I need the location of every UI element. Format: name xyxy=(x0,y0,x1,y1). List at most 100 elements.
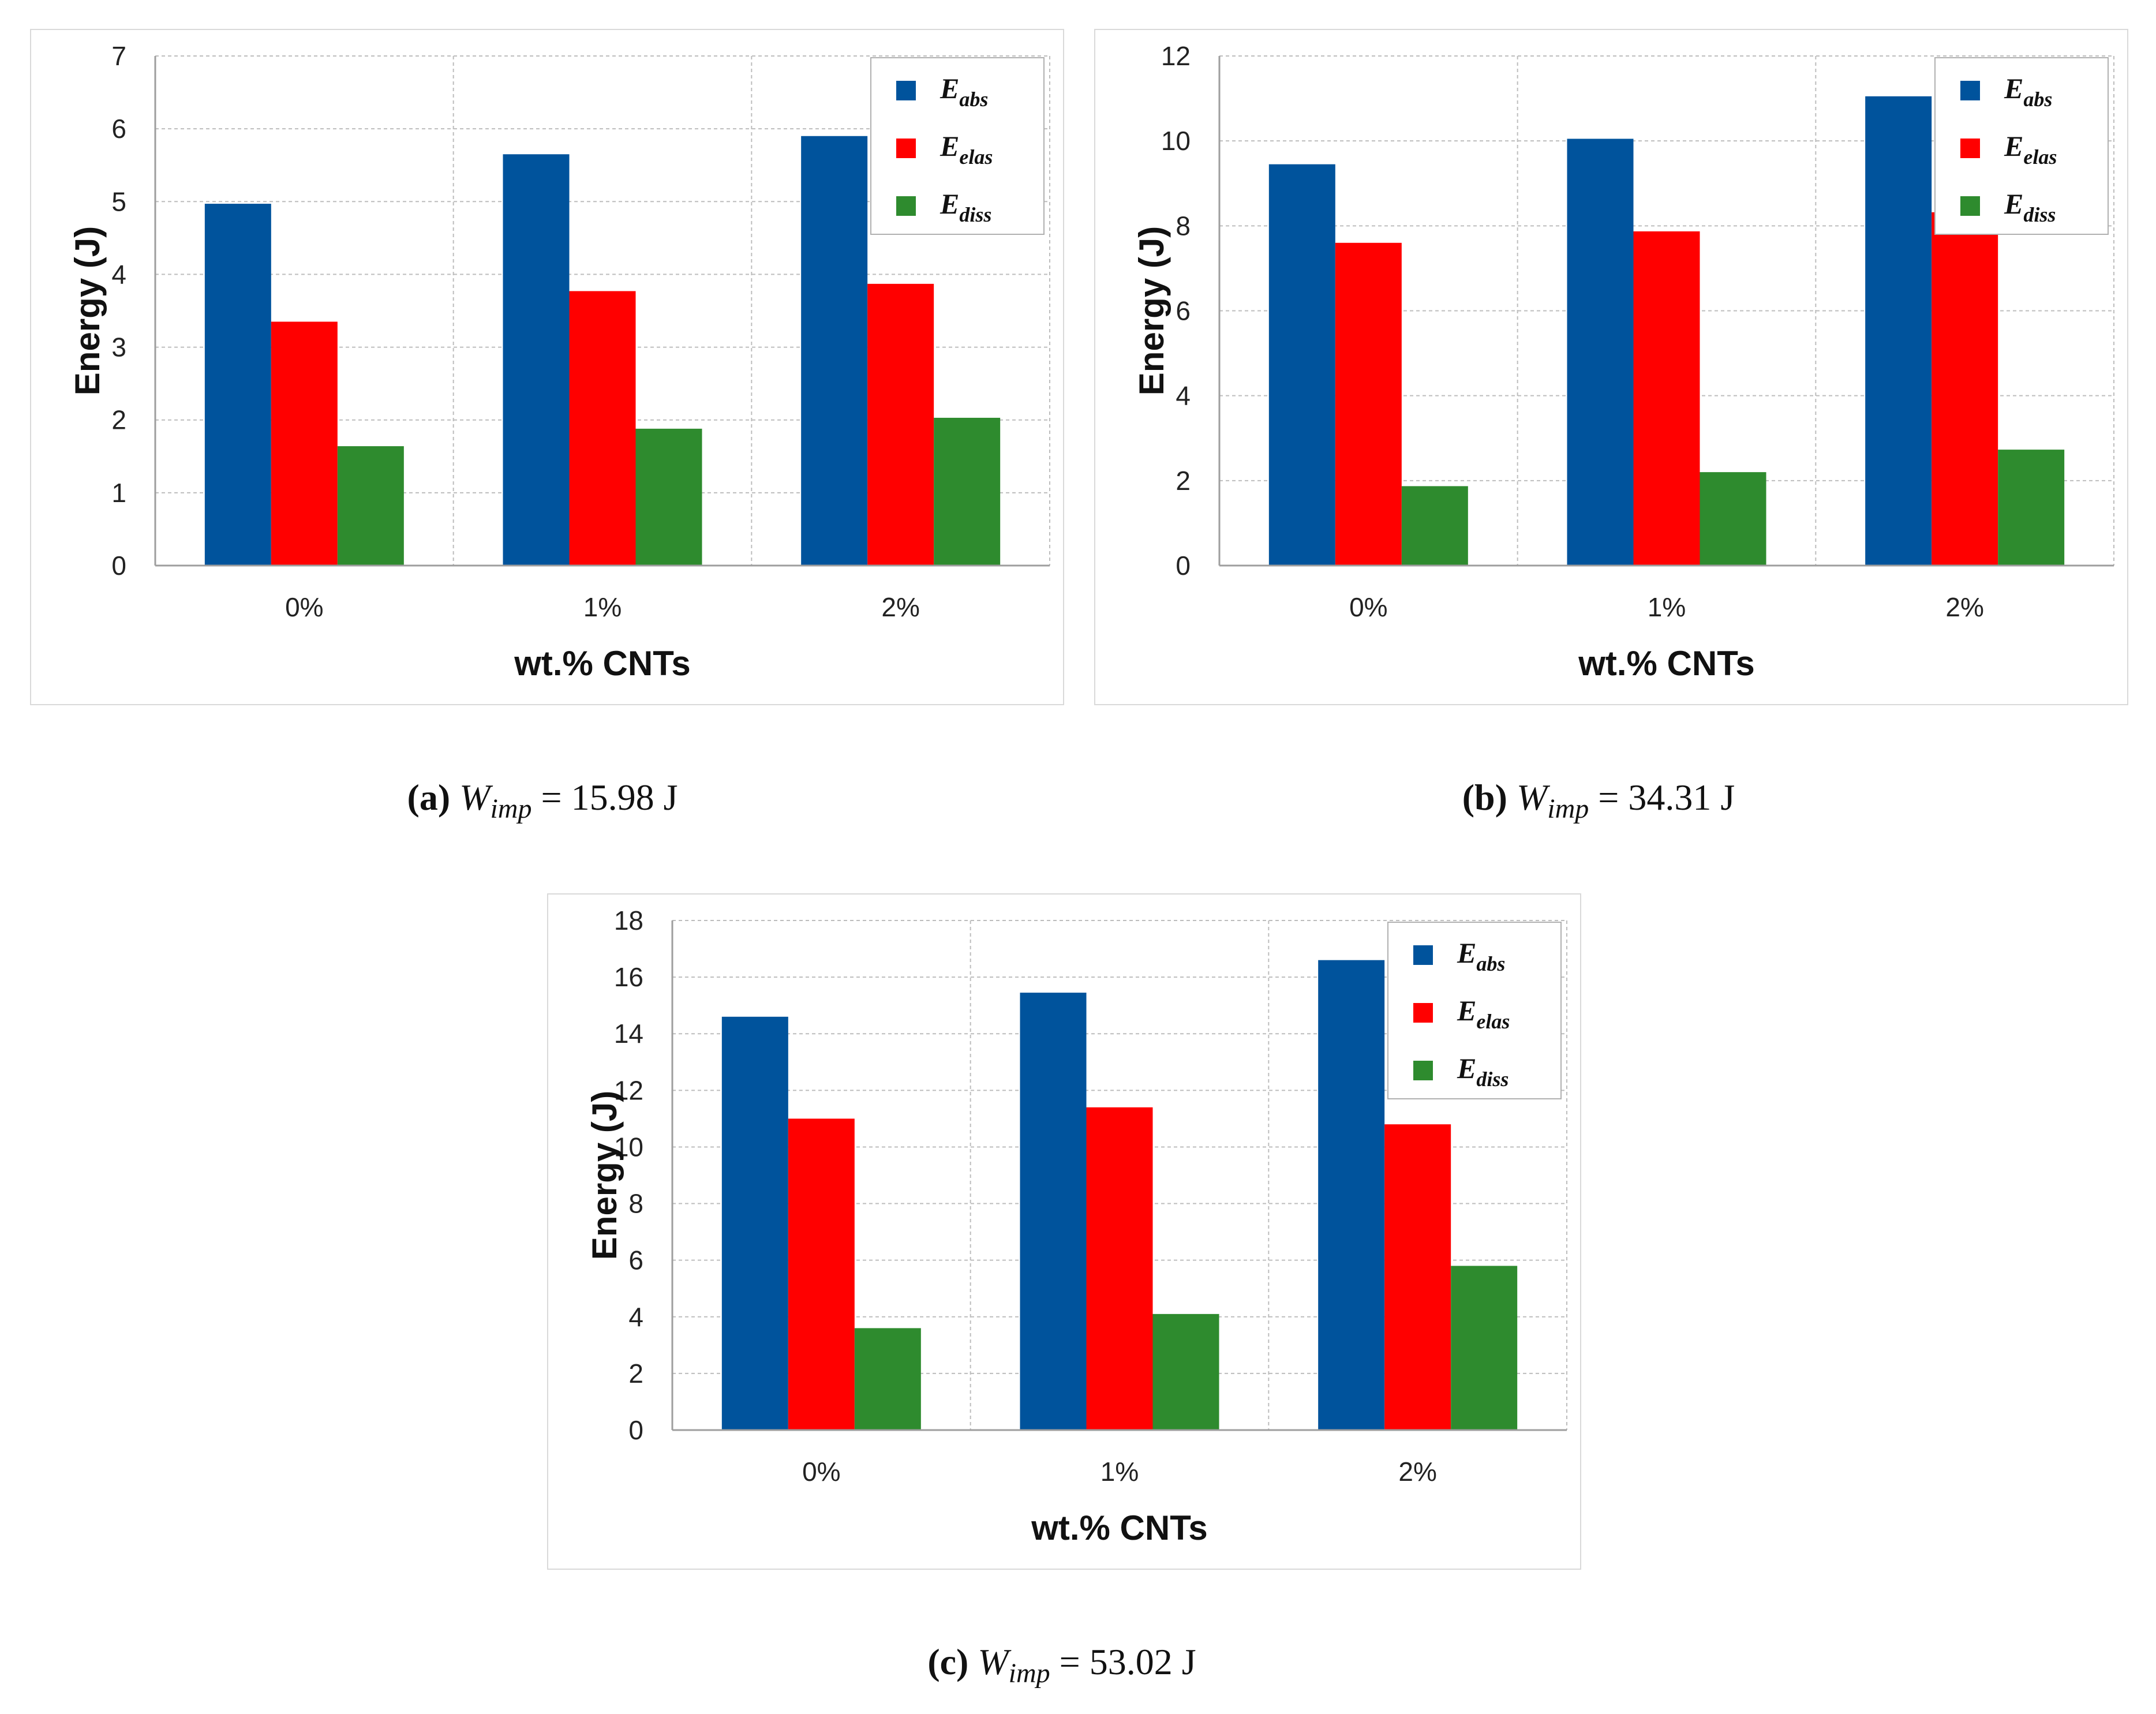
y-tick-label: 4 xyxy=(1176,381,1191,411)
caption-b: (b) Wimp = 34.31 J xyxy=(1379,776,1818,825)
y-tick-label: 1 xyxy=(111,478,126,508)
y-tick-label: 6 xyxy=(1176,296,1191,326)
y-tick-label: 10 xyxy=(614,1132,643,1162)
caption-b-value: = 34.31 J xyxy=(1589,777,1735,818)
caption-c-value: = 53.02 J xyxy=(1050,1641,1196,1682)
x-tick-label: 2% xyxy=(881,592,919,622)
legend-swatch-elas xyxy=(1413,1003,1433,1023)
x-tick-label: 0% xyxy=(1349,592,1387,622)
y-tick-label: 0 xyxy=(111,551,126,581)
bar-diss-2 xyxy=(934,417,1001,566)
y-axis-title: Energy (J) xyxy=(585,1091,624,1260)
y-tick-label: 4 xyxy=(111,259,126,289)
bar-abs-2 xyxy=(801,136,868,566)
y-tick-label: 2 xyxy=(628,1359,643,1389)
legend-label-abs: Eabs xyxy=(939,72,988,111)
legend-swatch-diss xyxy=(896,196,916,216)
bar-diss-2 xyxy=(1451,1266,1518,1430)
y-tick-label: 18 xyxy=(614,905,643,935)
legend-label-elas: Eelas xyxy=(1457,994,1510,1033)
x-tick-label: 0% xyxy=(802,1457,840,1487)
y-tick-label: 5 xyxy=(111,186,126,216)
y-axis-title: Energy (J) xyxy=(1132,226,1171,395)
bar-abs-2 xyxy=(1865,96,1932,566)
legend-swatch-elas xyxy=(1960,139,1980,158)
legend-label-abs: Eabs xyxy=(2004,72,2052,111)
bar-abs-0 xyxy=(204,204,271,566)
chart-panel-c: 0 2 4 6 8 10 12 14 16 18 0% 1% 2% wt.% CNTs Energy (J)… xyxy=(547,893,1581,1570)
bar-elas-2 xyxy=(867,283,934,566)
legend-label-abs: Eabs xyxy=(1457,937,1505,975)
caption-a-subscript: imp xyxy=(490,794,532,824)
bar-elas-0 xyxy=(271,321,338,566)
legend-swatch-diss xyxy=(1960,196,1980,216)
chart-panel-b: 0 2 4 6 8 10 12 0% 1% 2% wt.% CNTs Energy (J) Eabs Ee… xyxy=(1094,29,2128,705)
legend-label-diss: Ediss xyxy=(2004,188,2056,226)
bar-diss-0 xyxy=(854,1328,921,1430)
caption-c-letter: (c) xyxy=(927,1641,969,1682)
legend-swatch-abs xyxy=(1960,81,1980,100)
bar-chart-c: 0 2 4 6 8 10 12 14 16 18 0% 1% 2% wt.% CNTs Energy (J)… xyxy=(585,905,1567,1547)
y-tick-label: 6 xyxy=(628,1245,643,1275)
y-tick-label: 0 xyxy=(628,1415,643,1445)
caption-c-subscript: imp xyxy=(1008,1658,1050,1689)
caption-a-value: = 15.98 J xyxy=(531,777,678,818)
caption-b-subscript: imp xyxy=(1547,794,1589,824)
bar-elas-1 xyxy=(1086,1107,1153,1430)
caption-a-symbol: W xyxy=(459,777,491,818)
y-tick-label: 16 xyxy=(614,962,643,992)
y-tick-label: 14 xyxy=(614,1019,643,1049)
caption-b-letter: (b) xyxy=(1462,777,1507,818)
legend-label-diss: Ediss xyxy=(1457,1052,1509,1091)
y-tick-label: 12 xyxy=(614,1075,643,1105)
y-tick-label: 7 xyxy=(111,41,126,71)
y-tick-label: 2 xyxy=(1176,466,1191,496)
y-tick-label: 4 xyxy=(628,1302,643,1332)
bar-elas-0 xyxy=(1335,242,1402,566)
bar-diss-1 xyxy=(1152,1313,1219,1430)
caption-c-symbol: W xyxy=(978,1641,1009,1682)
y-tick-label: 0 xyxy=(1176,551,1191,581)
bar-elas-1 xyxy=(1633,231,1700,566)
x-tick-label: 2% xyxy=(1398,1457,1436,1487)
y-tick-label: 3 xyxy=(111,332,126,362)
bar-elas-2 xyxy=(1384,1124,1451,1430)
bar-elas-1 xyxy=(569,291,636,566)
bar-chart-b: 0 2 4 6 8 10 12 0% 1% 2% wt.% CNTs Energy (J) Eabs Ee… xyxy=(1132,41,2114,683)
x-tick-label: 2% xyxy=(1945,592,1983,622)
x-axis-title: wt.% CNTs xyxy=(514,644,691,683)
bar-abs-1 xyxy=(1020,993,1087,1430)
bar-chart-a: 0 1 2 3 4 5 6 7 0% 1% 2% wt.% CNTs Energy (J) Eabs Eel… xyxy=(68,41,1050,683)
y-tick-label: 8 xyxy=(628,1189,643,1219)
bar-diss-2 xyxy=(1998,450,2065,566)
legend-label-diss: Ediss xyxy=(939,188,991,226)
legend-swatch-diss xyxy=(1413,1061,1433,1080)
y-tick-label: 8 xyxy=(1176,211,1191,241)
bar-abs-1 xyxy=(503,154,570,566)
legend-swatch-abs xyxy=(1413,945,1433,965)
y-tick-label: 2 xyxy=(111,405,126,435)
x-axis-title: wt.% CNTs xyxy=(1578,644,1755,683)
bar-abs-1 xyxy=(1567,139,1634,566)
y-axis-title: Energy (J) xyxy=(68,226,107,395)
legend-swatch-elas xyxy=(896,139,916,158)
bar-diss-1 xyxy=(1700,472,1766,566)
bar-diss-1 xyxy=(635,428,702,566)
bar-abs-0 xyxy=(721,1016,788,1430)
bar-elas-0 xyxy=(788,1118,855,1430)
caption-b-symbol: W xyxy=(1516,777,1548,818)
caption-a-letter: (a) xyxy=(407,777,451,818)
x-tick-label: 1% xyxy=(1648,592,1686,622)
bar-abs-2 xyxy=(1318,960,1385,1430)
caption-c: (c) Wimp = 53.02 J xyxy=(843,1641,1281,1689)
legend-label-elas: Eelas xyxy=(939,130,993,169)
bar-abs-0 xyxy=(1268,164,1335,566)
x-tick-label: 1% xyxy=(583,592,622,622)
bar-diss-0 xyxy=(337,446,404,566)
x-tick-label: 1% xyxy=(1101,1457,1139,1487)
caption-a: (a) Wimp = 15.98 J xyxy=(323,776,762,825)
bar-elas-2 xyxy=(1932,212,1998,566)
legend-swatch-abs xyxy=(896,81,916,100)
y-tick-label: 10 xyxy=(1161,126,1191,156)
bar-diss-0 xyxy=(1401,486,1468,566)
